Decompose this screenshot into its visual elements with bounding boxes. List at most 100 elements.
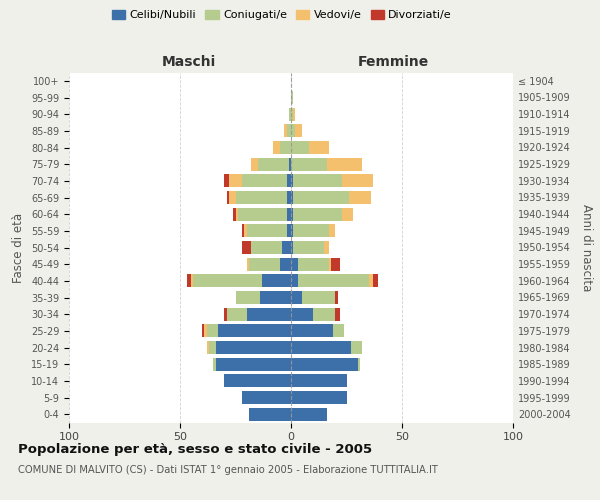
Bar (224, 374, 291, 388)
Bar (235, 291, 291, 304)
Bar (291, 308, 335, 320)
Bar (242, 391, 291, 404)
Bar (273, 141, 291, 154)
Bar (215, 358, 291, 370)
Bar (291, 108, 293, 120)
Text: Maschi: Maschi (162, 55, 216, 69)
Bar (202, 324, 291, 338)
Bar (224, 374, 291, 388)
Bar (291, 358, 360, 370)
Bar (249, 408, 291, 420)
Bar (291, 91, 293, 104)
Bar (233, 208, 291, 220)
Bar (251, 158, 291, 170)
Bar (291, 274, 368, 287)
Bar (291, 291, 338, 304)
Bar (291, 108, 295, 120)
Bar (289, 108, 291, 120)
Bar (247, 308, 291, 320)
Bar (280, 258, 291, 270)
Text: COMUNE DI MALVITO (CS) - Dati ISTAT 1° gennaio 2005 - Elaborazione TUTTITALIA.IT: COMUNE DI MALVITO (CS) - Dati ISTAT 1° g… (18, 465, 438, 475)
Bar (291, 191, 349, 204)
Bar (291, 341, 362, 354)
Bar (291, 374, 347, 388)
Bar (280, 141, 291, 154)
Bar (291, 258, 340, 270)
Bar (287, 124, 291, 138)
Bar (244, 224, 291, 237)
Y-axis label: Anni di nascita: Anni di nascita (580, 204, 593, 291)
Bar (291, 208, 353, 220)
Bar (291, 91, 293, 104)
Bar (251, 241, 291, 254)
Bar (242, 391, 291, 404)
Bar (291, 391, 347, 404)
Bar (291, 391, 347, 404)
Legend: Celibi/Nubili, Coniugati/e, Vedovi/e, Divorziati/e: Celibi/Nubili, Coniugati/e, Vedovi/e, Di… (107, 6, 457, 25)
Bar (291, 241, 325, 254)
Bar (287, 224, 291, 237)
Bar (291, 208, 293, 220)
Bar (291, 408, 326, 420)
Bar (291, 108, 295, 120)
Bar (224, 374, 291, 388)
Bar (291, 241, 329, 254)
Bar (284, 124, 291, 138)
Bar (289, 158, 291, 170)
Bar (291, 191, 371, 204)
Bar (291, 124, 295, 138)
Bar (291, 291, 335, 304)
Bar (205, 324, 291, 338)
Bar (291, 158, 326, 170)
Bar (206, 324, 291, 338)
Bar (229, 191, 291, 204)
Bar (291, 174, 373, 188)
Bar (206, 341, 291, 354)
Bar (291, 174, 342, 188)
Bar (291, 324, 344, 338)
Bar (249, 408, 291, 420)
Bar (291, 224, 293, 237)
Bar (291, 408, 326, 420)
Bar (291, 224, 329, 237)
Bar (291, 358, 358, 370)
Bar (247, 258, 291, 270)
Bar (291, 208, 342, 220)
Bar (214, 358, 291, 370)
Bar (291, 274, 377, 287)
Bar (258, 158, 291, 170)
Bar (291, 324, 344, 338)
Bar (291, 324, 344, 338)
Bar (291, 274, 298, 287)
Bar (260, 291, 291, 304)
Bar (291, 358, 360, 370)
Bar (249, 258, 291, 270)
Bar (224, 374, 291, 388)
Bar (247, 258, 291, 270)
Bar (251, 158, 291, 170)
Bar (235, 291, 291, 304)
Bar (249, 408, 291, 420)
Bar (289, 108, 291, 120)
Bar (291, 241, 293, 254)
Bar (206, 341, 291, 354)
Bar (291, 341, 351, 354)
Bar (249, 408, 291, 420)
Bar (291, 374, 347, 388)
Bar (235, 208, 291, 220)
Bar (214, 358, 291, 370)
Bar (291, 191, 371, 204)
Bar (284, 124, 291, 138)
Bar (291, 224, 335, 237)
Bar (235, 291, 291, 304)
Bar (282, 241, 291, 254)
Bar (291, 158, 362, 170)
Bar (291, 324, 333, 338)
Bar (224, 174, 291, 188)
Bar (242, 224, 291, 237)
Bar (291, 374, 347, 388)
Bar (235, 191, 291, 204)
Bar (218, 324, 291, 338)
Bar (291, 141, 329, 154)
Bar (247, 224, 291, 237)
